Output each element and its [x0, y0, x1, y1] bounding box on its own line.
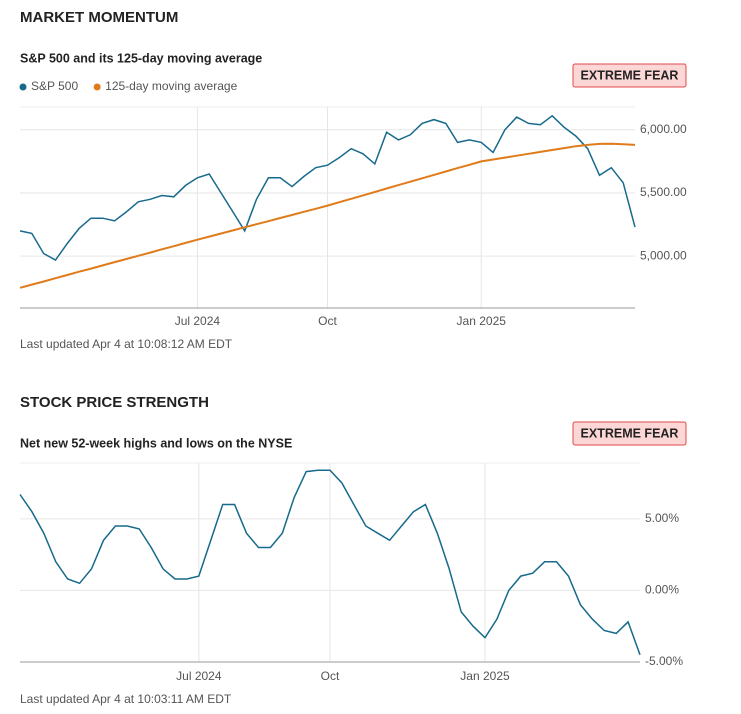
- legend-dot: [19, 83, 27, 91]
- legend-label: S&P 500: [31, 79, 78, 93]
- legend-label: 125-day moving average: [105, 79, 237, 93]
- x-tick-label: Jul 2024: [175, 314, 221, 328]
- y-tick-label: 0.00%: [645, 583, 679, 597]
- y-tick-label: -5.00%: [645, 654, 683, 668]
- x-tick-label: Oct: [318, 314, 337, 328]
- last-updated: Last updated Apr 4 at 10:03:11 AM EDT: [20, 692, 232, 706]
- badge-box: [572, 63, 687, 88]
- x-tick-label: Jan 2025: [460, 669, 510, 683]
- chart-subtitle: Net new 52-week highs and lows on the NY…: [20, 436, 292, 450]
- y-tick-label: 5.00%: [645, 511, 679, 525]
- x-tick-label: Jan 2025: [457, 314, 507, 328]
- series-line: [19, 142, 636, 289]
- x-tick-label: Jul 2024: [176, 669, 222, 683]
- x-tick-label: Oct: [321, 669, 340, 683]
- y-tick-label: 6,000.00: [640, 122, 687, 136]
- badge-box: [572, 421, 687, 446]
- legend-dot: [93, 83, 101, 91]
- y-tick-label: 5,000.00: [640, 248, 687, 262]
- series-line: [19, 469, 641, 656]
- y-tick-label: 5,500.00: [640, 185, 687, 199]
- badge-text: EXTREME FEAR: [581, 68, 679, 82]
- series-line: [19, 114, 636, 261]
- section-title: STOCK PRICE STRENGTH: [20, 394, 209, 411]
- last-updated: Last updated Apr 4 at 10:08:12 AM EDT: [20, 337, 233, 351]
- badge-text: EXTREME FEAR: [581, 426, 679, 440]
- chart-subtitle: S&P 500 and its 125-day moving average: [20, 51, 262, 65]
- section-title: MARKET MOMENTUM: [20, 9, 178, 26]
